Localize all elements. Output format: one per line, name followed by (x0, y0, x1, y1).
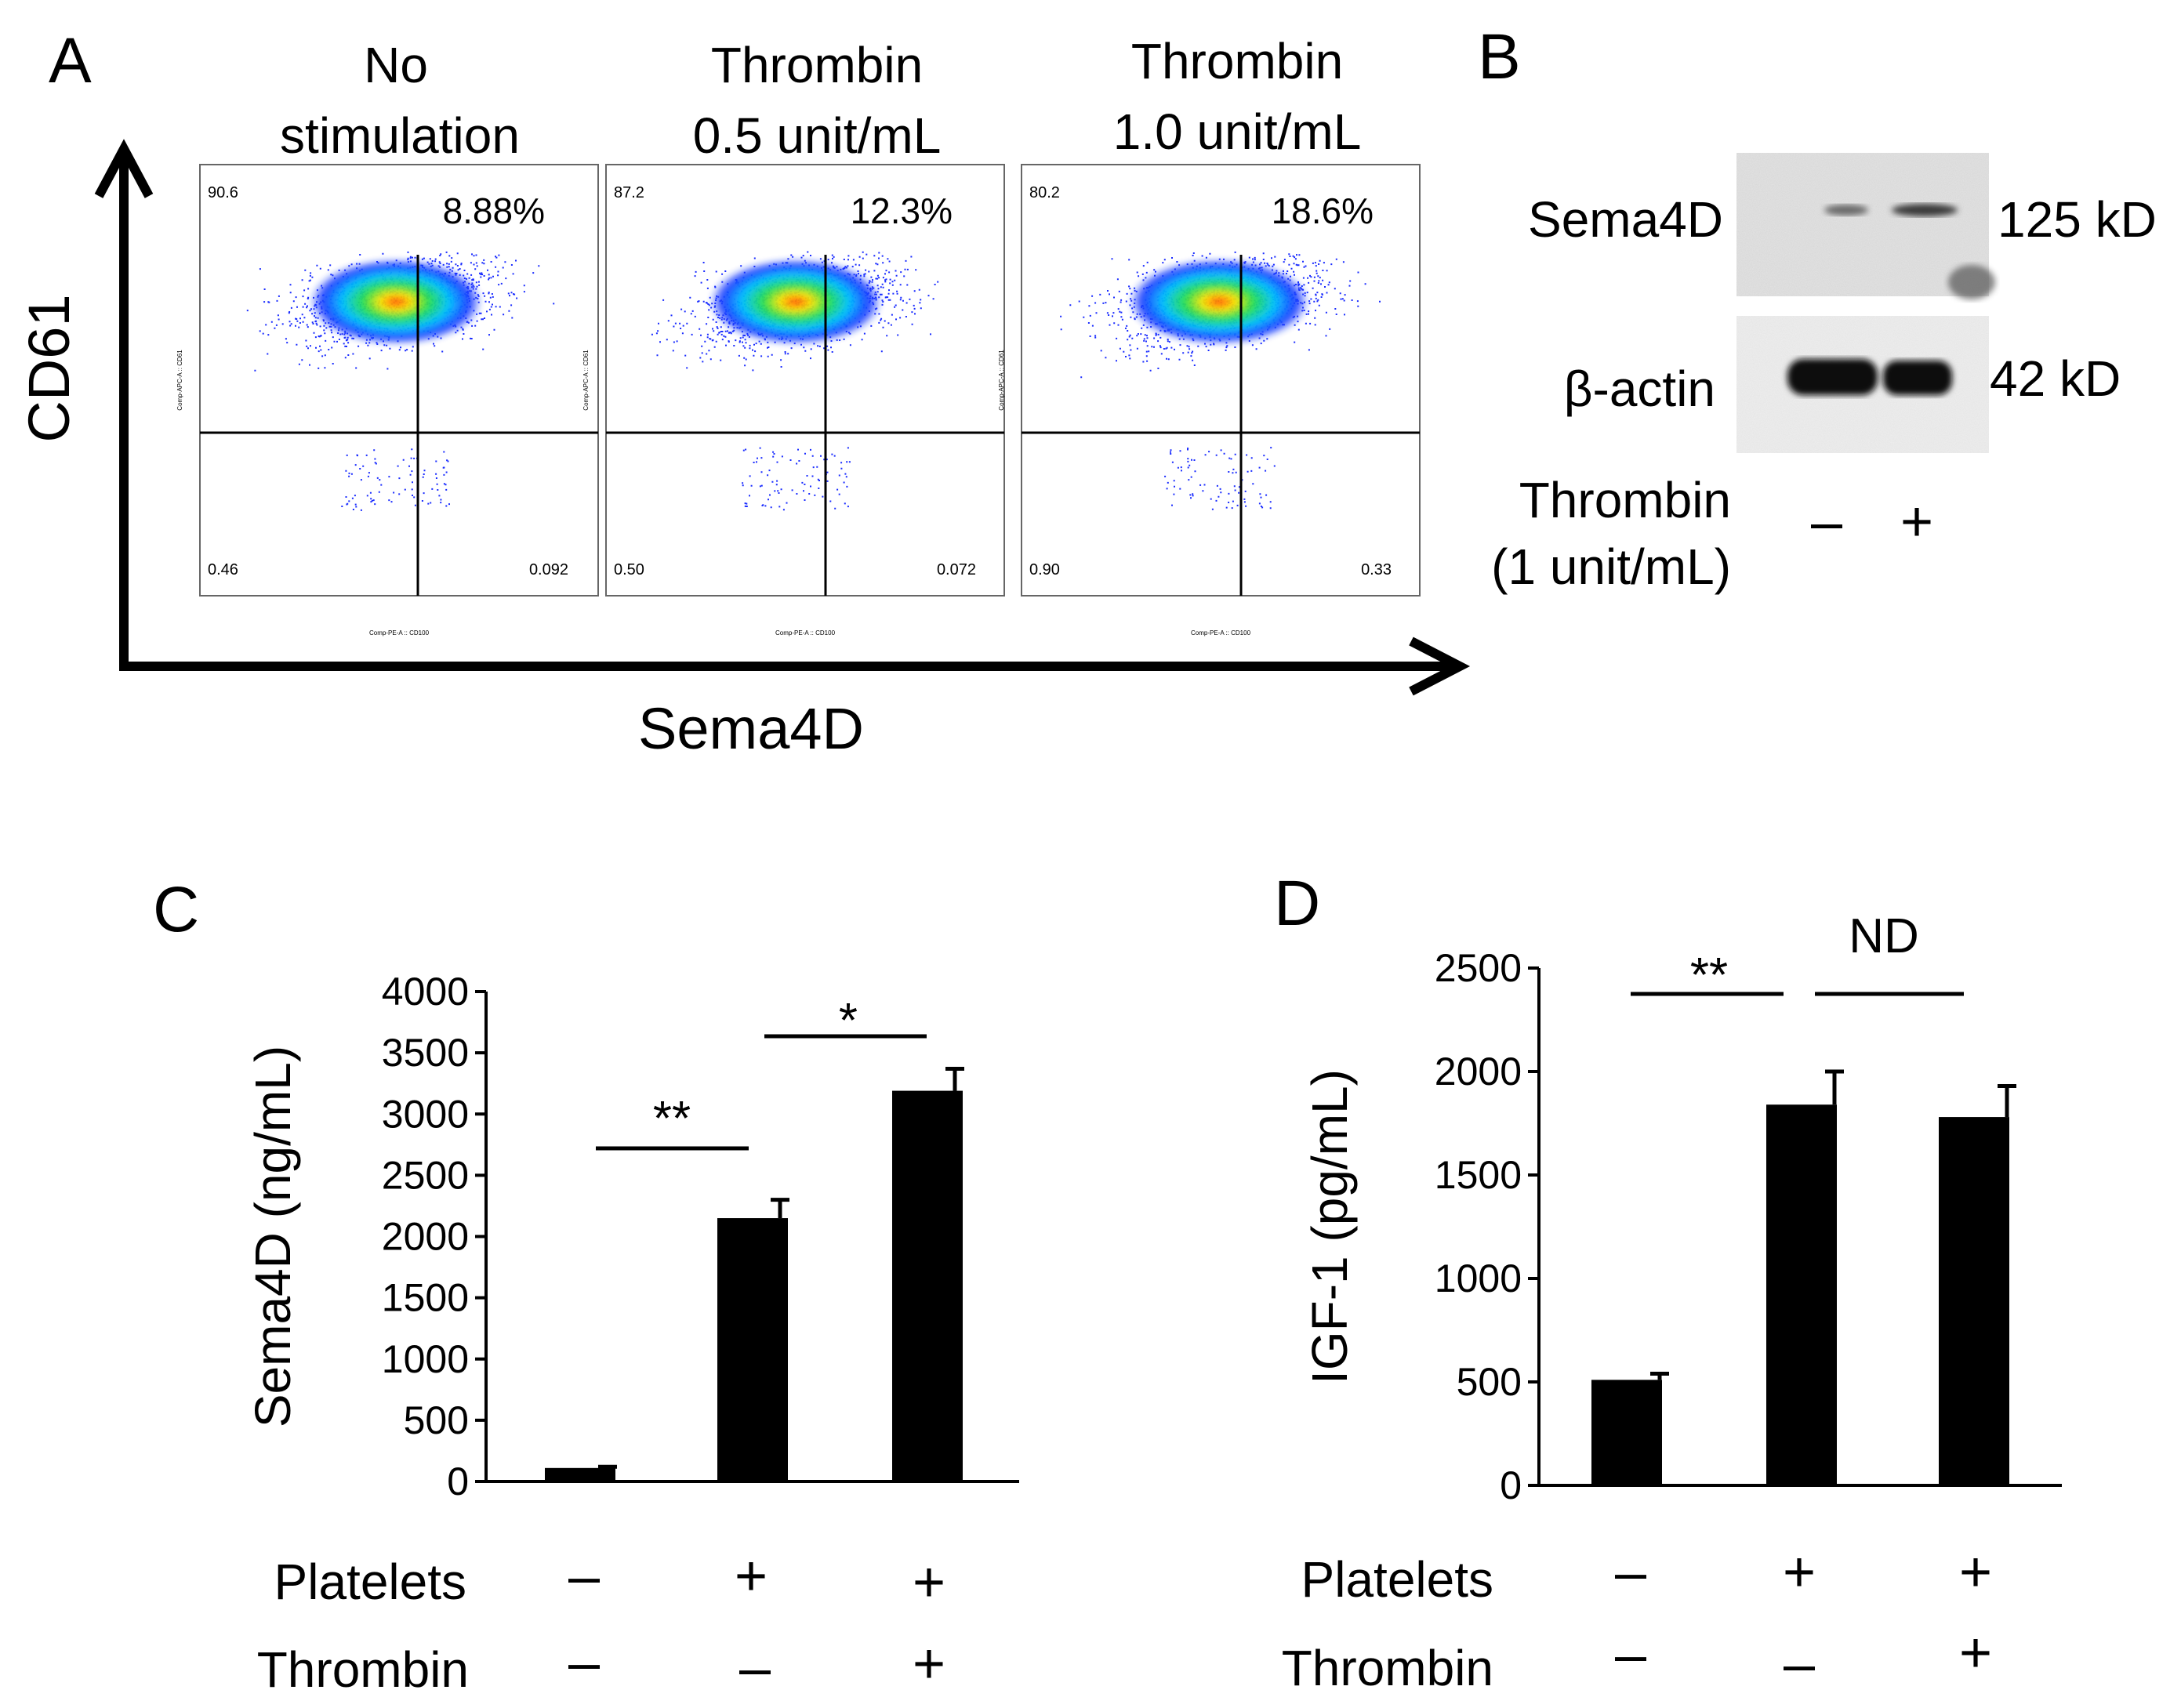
flow-plot-1: 8.88% 90.6 0.46 0.092 Comp-PE-A :: CD100… (176, 164, 599, 636)
panel-c-label: C (153, 874, 199, 945)
y-tick-label: 2500 (1435, 946, 1522, 990)
blot-row1-label: Sema4D (1528, 191, 1723, 248)
blot-lane1-sign: – (1811, 491, 1843, 553)
plot1-ur-pct: 8.88% (443, 190, 545, 231)
chart-c-sign-2-3: + (913, 1633, 945, 1695)
bar (1591, 1380, 1662, 1485)
western-blot-sema4d (1736, 153, 1995, 299)
y-axis-label: IGF-1 (pg/mL) (1301, 1069, 1358, 1384)
panel-a-label: A (49, 25, 92, 96)
blot-row2-label: β-actin (1564, 361, 1715, 417)
chart-d-sig2: ND (1849, 909, 1919, 963)
western-blot-bactin (1736, 316, 1989, 453)
chart-c-sign-1-3: + (913, 1551, 945, 1614)
plot1-y-label: Comp-APC-A :: CD61 (176, 350, 183, 411)
chart-d-sign-1-2: + (1783, 1541, 1816, 1604)
blot-lane2-sign: + (1900, 491, 1933, 553)
y-tick-label: 1000 (382, 1337, 469, 1381)
plot2-x-label: Comp-PE-A :: CD100 (775, 629, 836, 636)
y-tick-label: 500 (404, 1398, 469, 1442)
bar (545, 1467, 615, 1481)
bar (1766, 1104, 1837, 1485)
y-tick-label: 2000 (1435, 1050, 1522, 1093)
chart-d-sign-1-3: + (1959, 1541, 1992, 1604)
cd61-axis-label: CD61 (16, 294, 82, 442)
y-tick-label: 0 (1500, 1463, 1522, 1507)
y-tick-label: 0 (447, 1460, 469, 1503)
plot3-title-line1: Thrombin (1131, 33, 1343, 89)
plot3-q-ul: 80.2 (1029, 184, 1060, 201)
plot2-title-line2: 0.5 unit/mL (693, 107, 942, 164)
y-axis-label: Sema4D (ng/mL) (245, 1046, 301, 1427)
chart-d: 0 500 1000 1500 2000 2500 IGF-1 (pg/mL) (1301, 946, 2062, 1507)
y-tick-label: 1500 (1435, 1153, 1522, 1197)
plot1-q-lr: 0.092 (529, 561, 568, 578)
panel-b-label: B (1478, 21, 1521, 92)
plot1-x-label: Comp-PE-A :: CD100 (369, 629, 430, 636)
chart-d-row1-label: Platelets (1301, 1551, 1493, 1608)
y-tick-label: 3000 (382, 1092, 469, 1136)
plot3-q-lr: 0.33 (1361, 561, 1392, 578)
y-tick-label: 3500 (382, 1031, 469, 1075)
blot-condition-line1: Thrombin (1519, 472, 1731, 528)
plot2-ur-pct: 12.3% (851, 190, 953, 231)
bar (717, 1218, 788, 1481)
y-tick-label: 2000 (382, 1215, 469, 1259)
bar (892, 1090, 963, 1481)
flow-plot-3: 18.6% 80.2 0.90 0.33 Comp-PE-A :: CD100 … (998, 164, 1421, 636)
y-tick-label: 1500 (382, 1276, 469, 1320)
chart-c-row2-label: Thrombin (257, 1641, 469, 1698)
chart-c-sig1: ** (653, 1092, 691, 1146)
blot-row1-size: 125 kD (1998, 191, 2157, 248)
chart-c-sign-1-2: + (735, 1545, 768, 1608)
chart-c-sig2: * (839, 994, 858, 1048)
chart-c: 0 500 1000 1500 2000 2500 3000 3500 4000 Sema4D (… (245, 970, 1019, 1503)
plot2-y-label: Comp-APC-A :: CD61 (582, 350, 590, 411)
bar (1939, 1117, 2009, 1485)
y-tick-label: 1000 (1435, 1257, 1522, 1300)
x-arrowhead-icon (1409, 636, 1471, 696)
sema4d-axis-label: Sema4D (638, 696, 864, 761)
flow-plot-2: 12.3% 87.2 0.50 0.072 Comp-PE-A :: CD100… (582, 164, 1005, 636)
plot3-y-label: Comp-APC-A :: CD61 (998, 350, 1005, 411)
plot2-title-line1: Thrombin (711, 37, 923, 93)
chart-d-sig1: ** (1690, 948, 1728, 1003)
chart-d-sign-1-1: – (1615, 1541, 1647, 1604)
chart-c-sign-1-1: – (568, 1545, 601, 1608)
plot2-q-lr: 0.072 (937, 561, 976, 578)
panel-d-label: D (1274, 868, 1320, 939)
plot2-q-ul: 87.2 (614, 184, 644, 201)
blot-condition-line2: (1 unit/mL) (1491, 539, 1731, 595)
plot3-x-label: Comp-PE-A :: CD100 (1191, 629, 1251, 636)
plot1-q-ll: 0.46 (208, 561, 238, 578)
plot3-title-line2: 1.0 unit/mL (1113, 103, 1362, 160)
plot3-q-ll: 0.90 (1029, 561, 1060, 578)
plot1-title-line1: No (364, 37, 428, 93)
plot2-q-ll: 0.50 (614, 561, 644, 578)
plot1-q-ul: 90.6 (208, 184, 238, 201)
blot-row2-size: 42 kD (1990, 350, 2121, 407)
chart-d-sign-2-2: – (1784, 1633, 1816, 1695)
y-tick-label: 500 (1457, 1360, 1522, 1404)
chart-d-row2-label: Thrombin (1282, 1640, 1493, 1696)
chart-d-sign-2-1: – (1615, 1623, 1647, 1686)
plot3-ur-pct: 18.6% (1272, 190, 1374, 231)
chart-c-row1-label: Platelets (274, 1554, 466, 1610)
chart-d-sign-2-3: + (1959, 1622, 1992, 1684)
y-tick-label: 2500 (382, 1153, 469, 1197)
chart-c-sign-2-2: – (739, 1637, 771, 1699)
chart-c-sign-2-1: – (568, 1631, 601, 1694)
y-tick-label: 4000 (382, 970, 469, 1014)
y-arrowhead-icon (94, 139, 154, 198)
plot1-title-line2: stimulation (280, 107, 520, 164)
